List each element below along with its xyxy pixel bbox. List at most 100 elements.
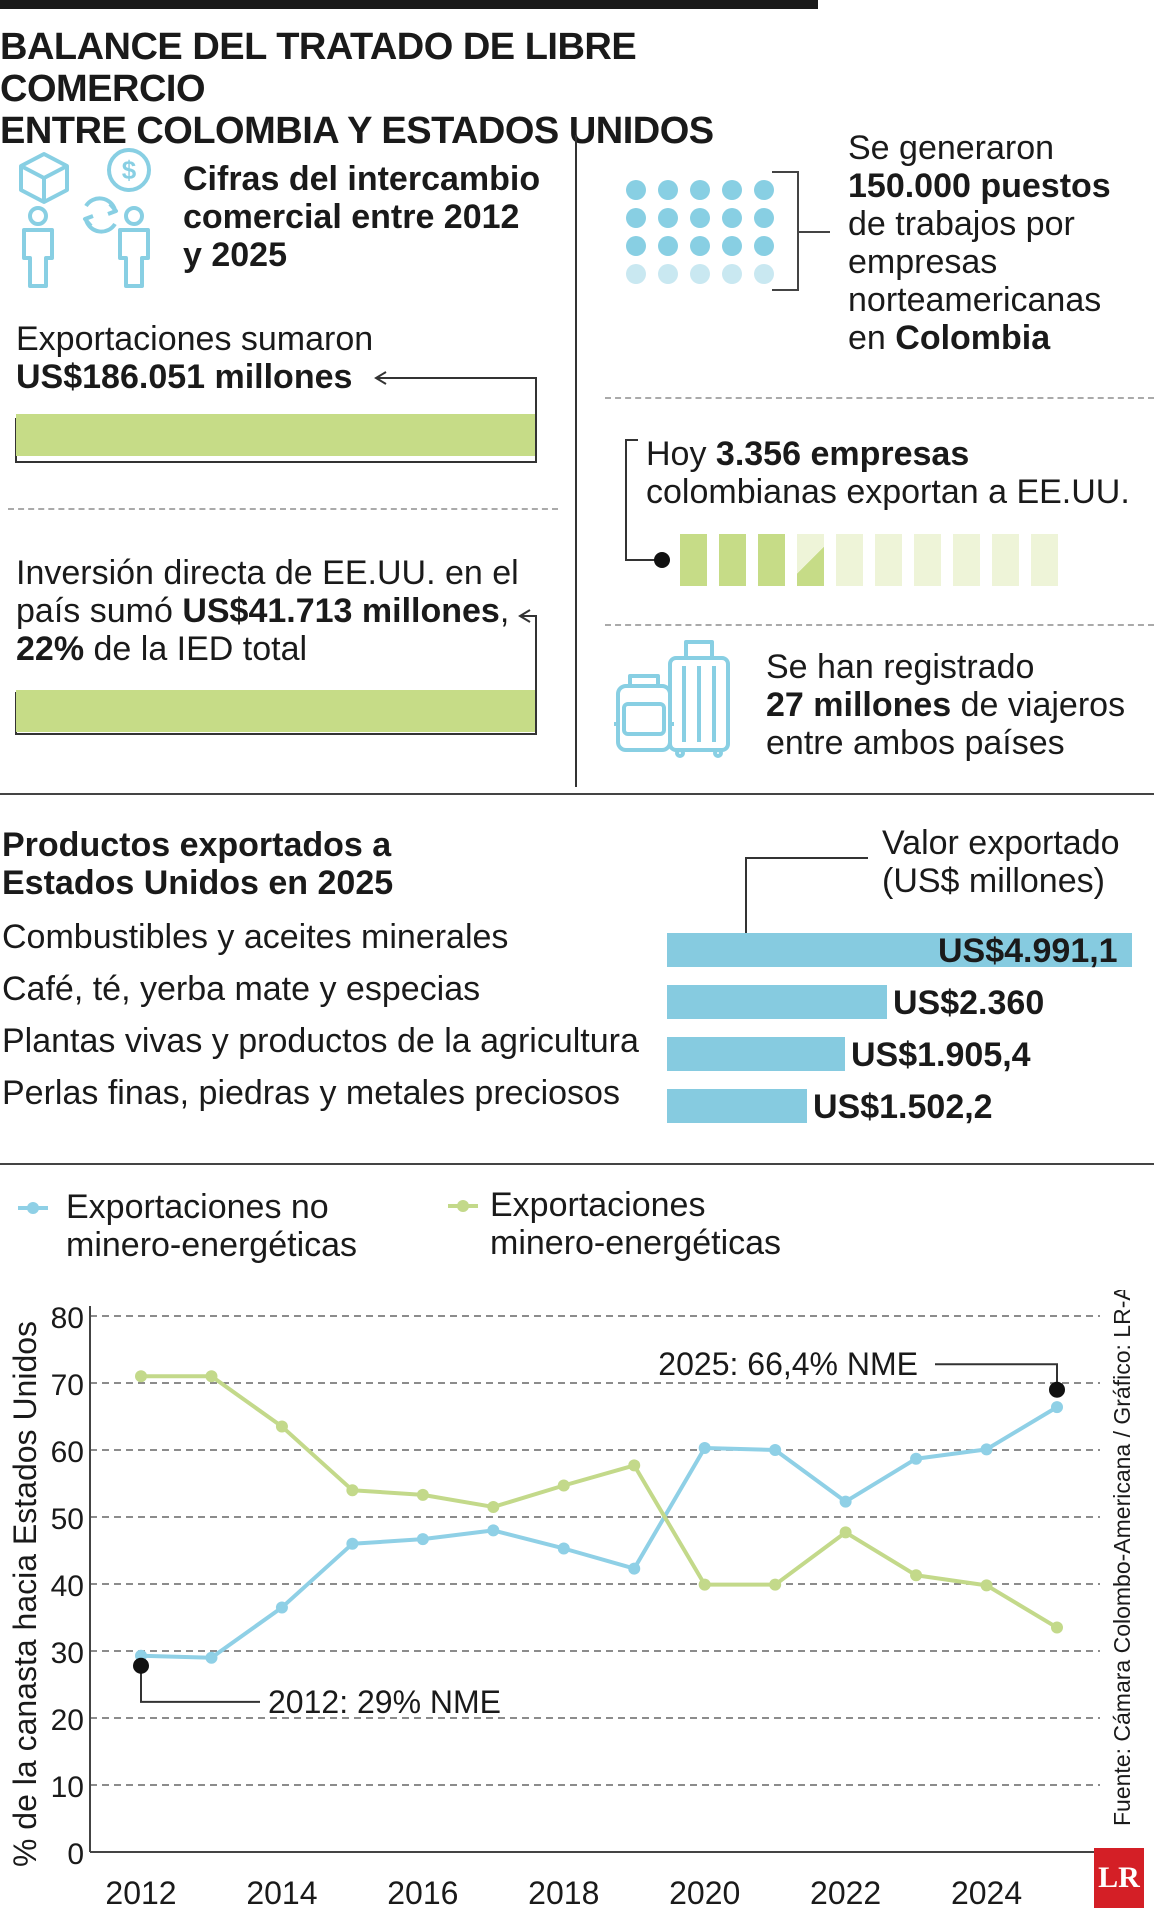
travel-line-1: Se han registrado: [766, 648, 1035, 686]
companies-squares: [680, 534, 1060, 586]
annotation-2025: 2025: 66,4% NME: [658, 1346, 918, 1382]
jobs-line-3: de trabajos por: [848, 205, 1075, 243]
y-tick-label: 40: [51, 1570, 84, 1603]
company-square: [914, 534, 941, 586]
job-dot: [658, 180, 678, 200]
y-tick-label: 20: [51, 1704, 84, 1737]
company-square: [953, 534, 980, 586]
travel-line-2: 27 millones de viajeros: [766, 686, 1154, 724]
jobs-country: Colombia: [895, 319, 1051, 357]
point-mining: [769, 1578, 782, 1591]
point-non-mining: [487, 1524, 500, 1537]
jobs-bracket: [772, 171, 830, 291]
product-value-label: US$1.905,4: [851, 1036, 1031, 1074]
series-line-mining: [141, 1374, 1059, 1630]
products-title: Productos exportados a Estados Unidos en…: [2, 826, 602, 902]
point-mining: [416, 1488, 429, 1501]
point-non-mining: [628, 1562, 641, 1575]
jobs-value: 150.000 puestos: [848, 167, 1111, 205]
legend-green-swatch: [448, 1200, 478, 1212]
investment-line-2: país sumó US$41.713 millones,: [16, 592, 576, 630]
annotation-2025-leader: [935, 1363, 1058, 1390]
job-dot: [722, 264, 742, 284]
product-label: Plantas vivas y productos de la agricult…: [2, 1022, 639, 1060]
section-divider: [0, 1163, 1154, 1165]
section-divider: [0, 793, 1154, 795]
exports-label: Exportaciones sumaron: [16, 320, 374, 358]
page-title: BALANCE DEL TRATADO DE LIBRE COMERCIO EN…: [0, 26, 840, 152]
value-header-line-1: Valor exportado: [882, 824, 1120, 862]
trade-subtitle-line-1: Cifras del intercambio: [183, 160, 541, 198]
travel-text: Se han registrado 27 millones de viajero…: [766, 648, 1154, 762]
job-dot: [690, 208, 710, 228]
y-tick-label: 50: [51, 1503, 84, 1536]
exports-value: US$186.051 millones: [16, 358, 353, 396]
x-tick-label: 2024: [951, 1875, 1022, 1911]
job-dot: [658, 264, 678, 284]
point-mining: [135, 1370, 147, 1383]
companies-connector: [625, 439, 670, 568]
job-dot: [690, 180, 710, 200]
y-tick-label: 60: [51, 1436, 84, 1469]
jobs-line-1: Se generaron: [848, 129, 1055, 167]
y-tick-label: 80: [51, 1302, 84, 1335]
product-label: Café, té, yerba mate y especias: [2, 970, 481, 1008]
dashed-divider: [605, 624, 1154, 626]
x-tick-label: 2020: [669, 1875, 740, 1911]
jobs-line-6-text: en: [848, 319, 896, 357]
product-bar: [667, 933, 1132, 967]
investment-line-1: Inversión directa de EE.UU. en el: [16, 554, 519, 592]
trade-subtitle-line-3: y 2025: [183, 236, 287, 274]
box-icon: $: [19, 148, 151, 288]
jobs-text: Se generaron 150.000 puestos de trabajos…: [848, 129, 1148, 357]
investment-line-3: 22% de la IED total: [16, 630, 576, 668]
annotation-2012-leader: [140, 1665, 260, 1703]
point-mining: [839, 1526, 852, 1539]
annotation-2012: 2012: 29% NME: [268, 1684, 501, 1720]
company-square: [680, 534, 707, 586]
dashed-divider: [8, 508, 558, 510]
page-title-line-1: BALANCE DEL TRATADO DE LIBRE COMERCIO: [0, 26, 637, 110]
product-bar: [667, 1089, 807, 1123]
x-tick-label: 2022: [810, 1875, 881, 1911]
exports-bar: [16, 414, 535, 456]
job-dot: [626, 236, 646, 256]
annotation-2012-marker: [133, 1657, 149, 1674]
products-title-line-2: Estados Unidos en 2025: [2, 864, 394, 902]
company-square: [719, 534, 746, 586]
product-label: Combustibles y aceites minerales: [2, 918, 509, 956]
job-dot: [754, 264, 774, 284]
investment-comma: ,: [499, 592, 510, 630]
travel-value: 27 millones: [766, 686, 952, 724]
companies-value: 3.356 empresas: [715, 435, 970, 473]
travel-line-3: entre ambos países: [766, 724, 1065, 762]
point-non-mining: [910, 1452, 923, 1465]
point-non-mining: [980, 1443, 993, 1456]
point-mining: [698, 1578, 711, 1591]
series-line-non-mining: [140, 1405, 1059, 1660]
company-square: [1031, 534, 1058, 586]
value-header: Valor exportado (US$ millones): [882, 824, 1154, 900]
annotation-2025-marker: [1049, 1381, 1065, 1398]
trade-icon-group: $: [16, 148, 166, 288]
source-note: Fuente: Cámara Colombo-Americana / Gráfi…: [1109, 1290, 1135, 1826]
x-tick-label: 2012: [105, 1875, 176, 1911]
point-mining: [980, 1579, 993, 1592]
lr-logo-icon: LR: [1094, 1848, 1144, 1908]
luggage-icon: [612, 636, 737, 758]
investment-share: 22%: [16, 630, 85, 668]
x-tick-label: 2018: [528, 1875, 599, 1911]
companies-line-1: Hoy 3.356 empresas: [646, 435, 1154, 473]
trade-subtitle: Cifras del intercambio comercial entre 2…: [183, 160, 563, 274]
point-non-mining: [839, 1495, 852, 1508]
job-dot: [658, 236, 678, 256]
investment-text: Inversión directa de EE.UU. en el país s…: [16, 554, 576, 668]
company-square: [758, 534, 785, 586]
company-square: [992, 534, 1019, 586]
products-list: Combustibles y aceites minerales US$4.991…: [0, 918, 1154, 1140]
legend-blue-swatch: [18, 1202, 48, 1214]
jobs-line-6: en Colombia: [848, 319, 1148, 357]
page-title-line-2: ENTRE COLOMBIA Y ESTADOS UNIDOS: [0, 110, 714, 152]
legend-blue-line-1: Exportaciones no: [66, 1188, 329, 1226]
x-tick-label: 2016: [387, 1875, 458, 1911]
